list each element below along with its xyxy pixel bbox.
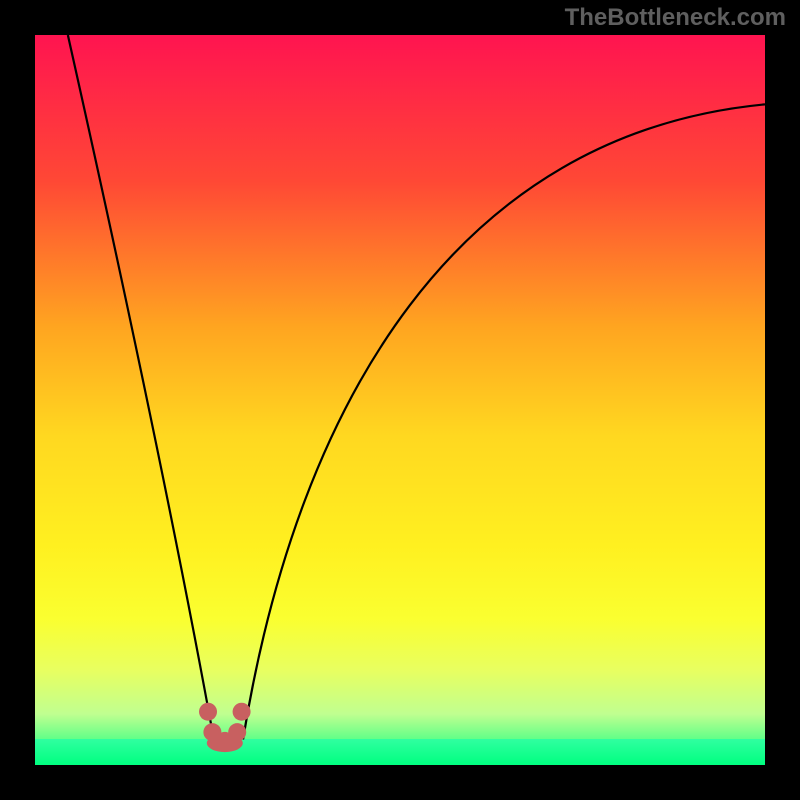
watermark-text: TheBottleneck.com xyxy=(565,4,786,32)
curve-left-branch xyxy=(68,35,214,739)
marker-point xyxy=(233,703,251,721)
marker-point xyxy=(228,723,246,741)
curves-svg xyxy=(35,35,765,765)
marker-point xyxy=(199,703,217,721)
chart-container: TheBottleneck.com xyxy=(0,0,800,800)
notch-markers xyxy=(199,703,251,752)
plot-area xyxy=(35,35,765,765)
curve-right-branch xyxy=(243,104,765,739)
